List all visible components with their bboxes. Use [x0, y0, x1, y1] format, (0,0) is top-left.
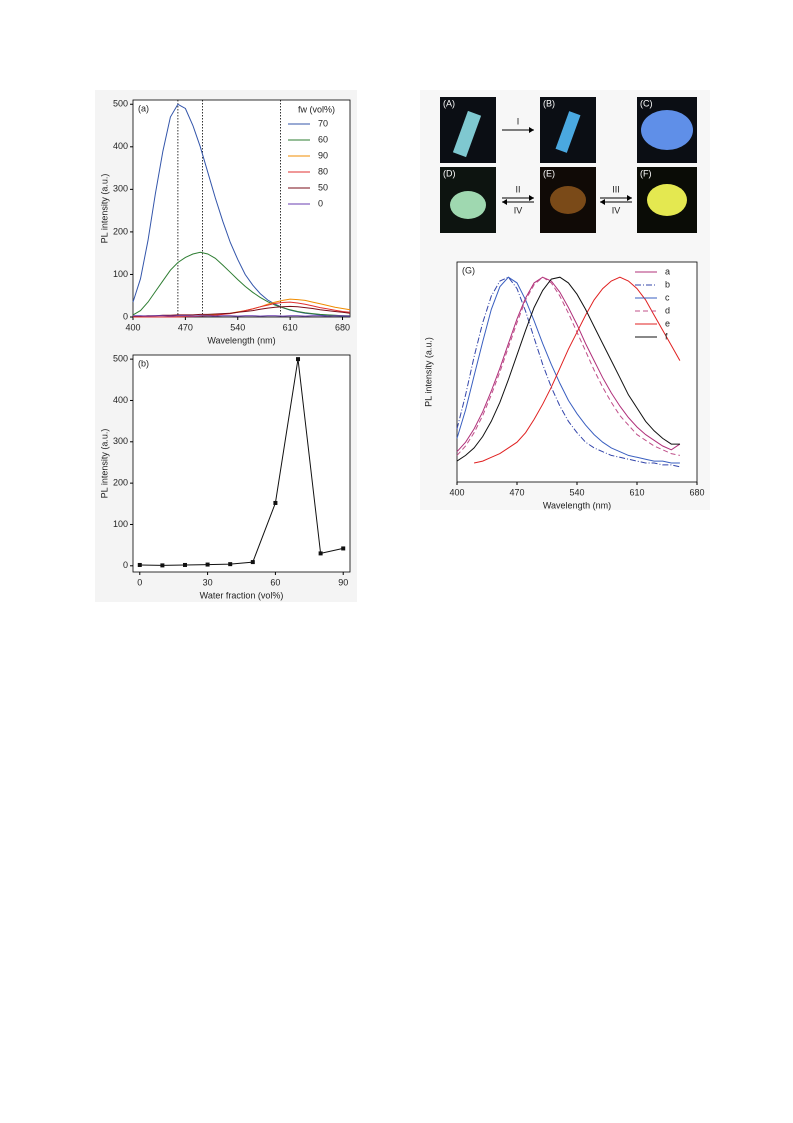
powder [450, 191, 486, 219]
photo-label: (D) [443, 168, 456, 178]
series-line [139, 359, 344, 566]
data-point [273, 500, 278, 505]
x-tick-label: 0 [137, 577, 142, 587]
arrow-label: I [517, 116, 520, 126]
arrow-head [600, 199, 605, 205]
data-point [341, 546, 346, 551]
y-tick-label: 200 [113, 226, 128, 236]
y-tick-label: 100 [113, 519, 128, 529]
legend-label: 90 [318, 150, 328, 160]
y-tick-label: 0 [123, 311, 128, 321]
series-line [456, 276, 681, 456]
arrow-label: IV [514, 205, 523, 215]
panel-label: (G) [462, 265, 475, 275]
powder [550, 186, 586, 214]
y-tick-label: 300 [113, 436, 128, 446]
x-tick-label: 540 [569, 487, 584, 497]
series-line [456, 276, 680, 464]
x-tick-label: 400 [125, 322, 140, 332]
x-tick-label: 610 [629, 487, 644, 497]
arrow-label: II [515, 184, 520, 194]
arrow-label: III [612, 184, 620, 194]
legend-label: a [665, 266, 670, 276]
x-tick-label: 400 [449, 487, 464, 497]
series-line [132, 251, 350, 317]
crystal [555, 111, 581, 153]
data-point [296, 357, 301, 362]
photo-label: (B) [543, 98, 555, 108]
x-tick-label: 30 [203, 577, 213, 587]
legend-label: b [665, 279, 670, 289]
x-tick-label: 540 [230, 322, 245, 332]
legend-title: fw (vol%) [298, 104, 335, 114]
arrow-head [529, 195, 534, 201]
powder [647, 184, 687, 216]
inset-label: 90 [246, 442, 260, 457]
arrow-head [627, 195, 632, 201]
y-tick-label: 200 [113, 478, 128, 488]
inset-label: 60 [246, 369, 260, 384]
y-tick-label: 500 [113, 354, 128, 364]
x-tick-label: 610 [283, 322, 298, 332]
photo-label: (A) [443, 98, 455, 108]
powder [641, 110, 693, 150]
legend-label: d [665, 305, 670, 315]
series-line [456, 276, 681, 453]
photo-label: (C) [640, 98, 653, 108]
y-axis-label: PL intensity (a.u.) [99, 174, 109, 244]
x-tick-label: 680 [335, 322, 350, 332]
legend-label: f [665, 331, 668, 341]
legend-label: 70 [318, 118, 328, 128]
y-tick-label: 500 [113, 99, 128, 109]
legend-label: 80 [318, 166, 328, 176]
plot-area [132, 354, 351, 573]
y-axis-label: PL intensity (a.u.) [423, 337, 433, 407]
x-axis-label: Wavelength (nm) [207, 335, 275, 345]
y-tick-label: 300 [113, 184, 128, 194]
data-point [318, 551, 323, 556]
data-point [250, 560, 255, 565]
plot-area [132, 99, 351, 318]
x-tick-label: 680 [689, 487, 704, 497]
series-line [473, 276, 681, 464]
arrow-head [529, 127, 534, 133]
series-line [133, 305, 351, 317]
arrow-head [502, 199, 507, 205]
x-axis-label: Wavelength (nm) [543, 500, 611, 510]
y-tick-label: 400 [113, 141, 128, 151]
panel-label: (b) [138, 358, 149, 368]
data-point [137, 562, 142, 567]
legend-label: 50 [318, 182, 328, 192]
legend-label: 0 [318, 198, 323, 208]
x-tick-label: 60 [270, 577, 280, 587]
legend-label: e [665, 318, 670, 328]
data-point [205, 562, 210, 567]
legend-label: 60 [318, 134, 328, 144]
data-point [228, 562, 233, 567]
data-point [160, 563, 165, 568]
arrow-label: IV [612, 205, 621, 215]
panel-label: (a) [138, 103, 149, 113]
plot-area [456, 261, 698, 483]
photo-label: (F) [640, 168, 652, 178]
series-line [456, 276, 681, 468]
inset-label: 70 [193, 442, 207, 457]
x-axis-label: Water fraction (vol%) [200, 590, 284, 600]
crystal [452, 110, 482, 158]
data-point [182, 562, 187, 567]
y-tick-label: 0 [123, 560, 128, 570]
x-tick-label: 470 [509, 487, 524, 497]
series-line [456, 276, 680, 462]
inset-label: 0 [196, 369, 203, 384]
x-tick-label: 90 [338, 577, 348, 587]
photo-label: (E) [543, 168, 555, 178]
y-tick-label: 100 [113, 269, 128, 279]
y-tick-label: 400 [113, 395, 128, 405]
x-tick-label: 470 [178, 322, 193, 332]
legend-label: c [665, 292, 670, 302]
y-axis-label: PL intensity (a.u.) [99, 429, 109, 499]
